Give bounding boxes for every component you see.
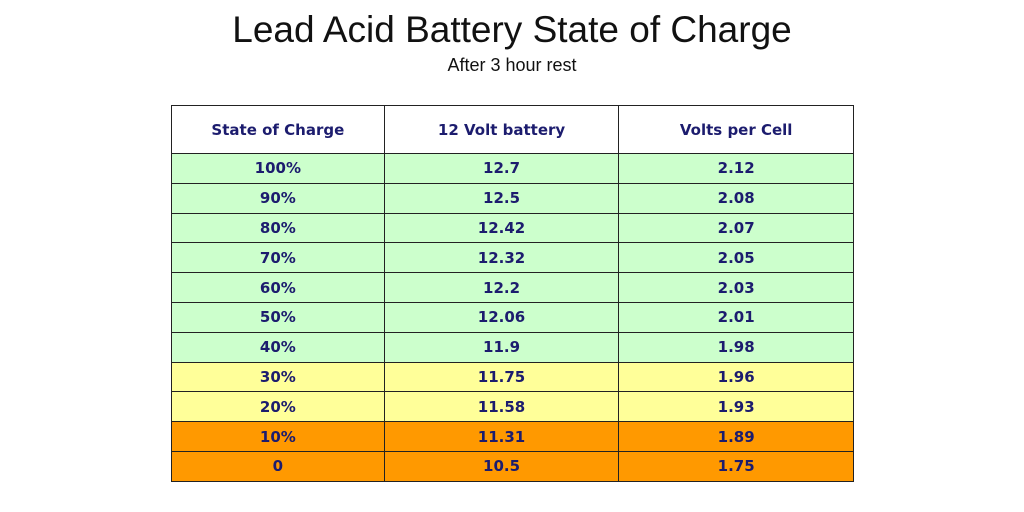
table-cell: 20% — [171, 391, 385, 423]
table-cell: 12.32 — [383, 242, 620, 274]
table-cell: 1.89 — [618, 421, 854, 452]
table-row: 0 10.5 1.75 — [171, 450, 854, 482]
table-cell: 2.01 — [618, 301, 854, 333]
table-cell: 1.75 — [618, 450, 854, 482]
table-cell: 12.42 — [383, 212, 620, 244]
table-row: 40% 11.9 1.98 — [171, 331, 854, 363]
table-cell: 90% — [171, 182, 385, 214]
charge-table: State of Charge 12 Volt battery Volts per … — [171, 105, 854, 482]
column-header: Volts per Cell — [618, 105, 854, 154]
subtitle: After 3 hour rest — [447, 55, 577, 75]
table-cell: 2.12 — [618, 153, 854, 184]
header-row: State of Charge 12 Volt battery Volts per … — [171, 105, 854, 154]
table-body: 100% 12.7 2.12 90% 12.5 2.08 80% 12.42 2.07 70% 12… — [171, 153, 854, 482]
table-cell: 60% — [171, 272, 385, 303]
column-header: 12 Volt battery — [383, 105, 620, 154]
table-cell: 70% — [171, 242, 385, 274]
table-cell: 10.5 — [383, 450, 620, 482]
table-cell: 30% — [171, 361, 385, 393]
table-cell: 11.75 — [383, 361, 620, 393]
table-row: 20% 11.58 1.93 — [171, 391, 854, 423]
table-cell: 12.2 — [383, 272, 620, 303]
table-cell: 100% — [171, 153, 385, 184]
table-cell: 80% — [171, 212, 385, 244]
table-cell: 50% — [171, 301, 385, 333]
table-cell: 2.05 — [618, 242, 854, 274]
table-row: 70% 12.32 2.05 — [171, 242, 854, 274]
table-row: 10% 11.31 1.89 — [171, 421, 854, 452]
table-cell: 11.31 — [383, 421, 620, 452]
table-cell: 0 — [171, 450, 385, 482]
table-cell: 2.07 — [618, 212, 854, 244]
table-cell: 2.08 — [618, 182, 854, 214]
table-row: 80% 12.42 2.07 — [171, 212, 854, 244]
table-cell: 11.9 — [383, 331, 620, 363]
table-cell: 1.93 — [618, 391, 854, 423]
table-cell: 10% — [171, 421, 385, 452]
table-row: 60% 12.2 2.03 — [171, 272, 854, 303]
table-cell: 1.96 — [618, 361, 854, 393]
table-row: 100% 12.7 2.12 — [171, 153, 854, 184]
table-row: 50% 12.06 2.01 — [171, 301, 854, 333]
table-cell: 12.7 — [383, 153, 620, 184]
table-cell: 12.06 — [383, 301, 620, 333]
table-row: 30% 11.75 1.96 — [171, 361, 854, 393]
table-cell: 2.03 — [618, 272, 854, 303]
table-cell: 12.5 — [383, 182, 620, 214]
table-cell: 1.98 — [618, 331, 854, 363]
table-cell: 40% — [171, 331, 385, 363]
table-cell: 11.58 — [383, 391, 620, 423]
column-header: State of Charge — [171, 105, 385, 154]
title: Lead Acid Battery State of Charge — [232, 9, 792, 50]
table-row: 90% 12.5 2.08 — [171, 182, 854, 214]
